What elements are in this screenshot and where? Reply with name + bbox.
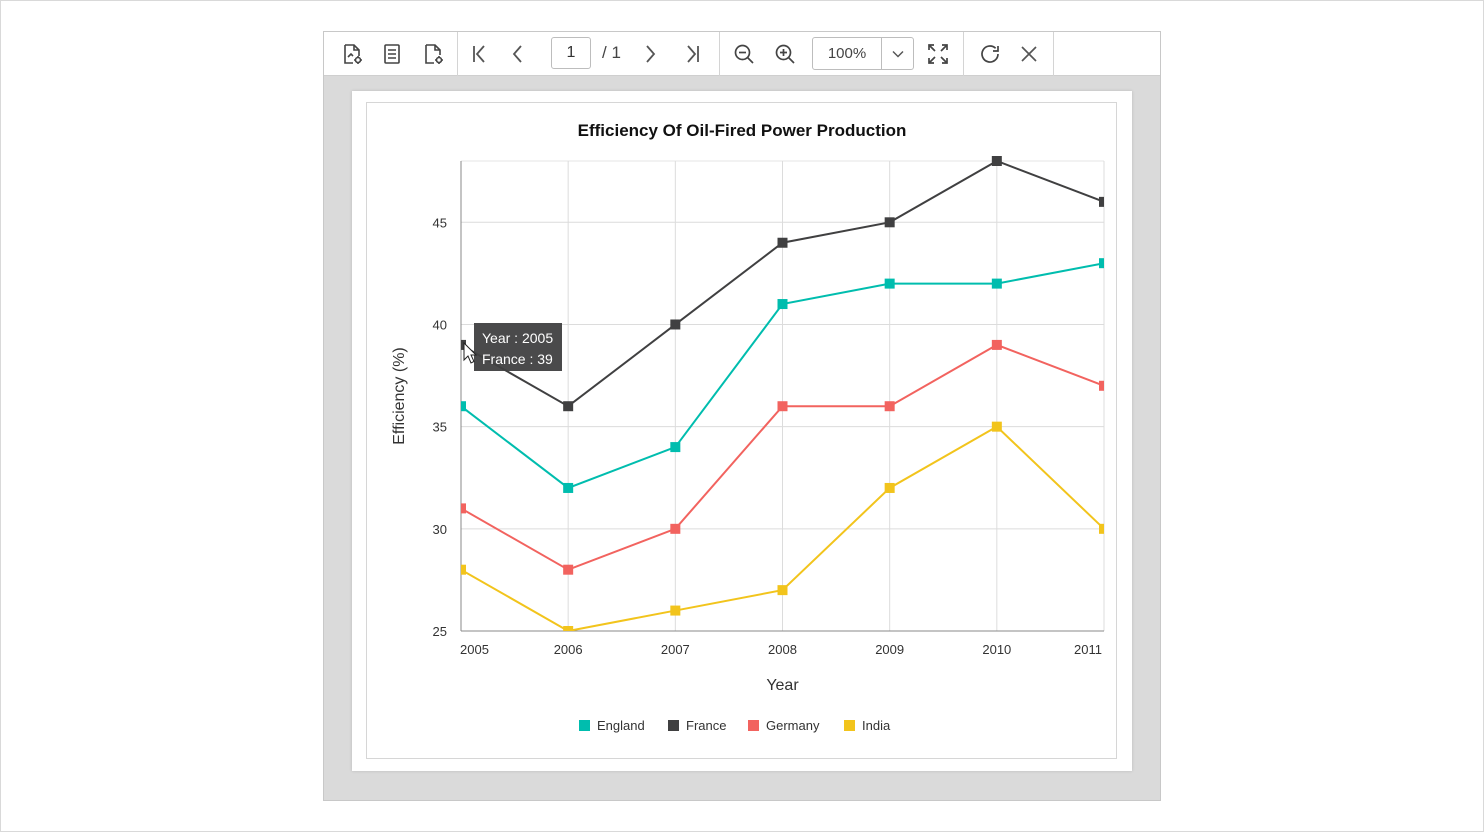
zoom-out-icon[interactable]	[728, 38, 760, 70]
toolbar-separator	[963, 32, 964, 76]
document-map-icon[interactable]	[376, 38, 408, 70]
data-point-england[interactable]	[456, 401, 466, 412]
data-point-germany[interactable]	[670, 523, 681, 534]
legend-marker-england[interactable]	[579, 720, 590, 731]
export-icon[interactable]	[336, 38, 368, 70]
y-axis-label: Efficiency (%)	[391, 347, 408, 445]
data-point-india[interactable]	[884, 482, 895, 493]
report-page: Efficiency Of Oil-Fired Power Production…	[352, 91, 1132, 771]
line-chart: Efficiency Of Oil-Fired Power Production…	[391, 121, 1109, 733]
y-tick-label: 40	[433, 317, 447, 332]
x-tick-label: 2005	[460, 642, 489, 657]
data-point-england[interactable]	[1099, 258, 1109, 269]
chevron-down-icon[interactable]	[882, 38, 914, 69]
legend-label-india: India	[862, 718, 891, 733]
data-point-england[interactable]	[884, 278, 895, 289]
x-tick-label: 2011	[1074, 642, 1102, 657]
data-point-india[interactable]	[563, 626, 574, 636]
data-point-germany[interactable]	[563, 564, 574, 575]
x-tick-label: 2010	[982, 642, 1011, 657]
data-point-england[interactable]	[563, 482, 574, 493]
data-point-india[interactable]	[670, 605, 681, 616]
tooltip-line-year: Year : 2005	[482, 330, 553, 346]
data-point-india[interactable]	[1099, 523, 1109, 534]
data-point-india[interactable]	[991, 421, 1002, 432]
last-page-icon[interactable]	[676, 38, 708, 70]
toolbar-separator	[719, 32, 720, 76]
legend-label-france: France	[686, 718, 726, 733]
fit-page-icon[interactable]	[922, 38, 954, 70]
y-tick-label: 35	[433, 420, 447, 435]
legend-label-england: England	[597, 718, 645, 733]
zoom-value: 100%	[827, 45, 867, 62]
data-point-france[interactable]	[884, 217, 895, 228]
toolbar: / 1 100%	[324, 32, 1160, 76]
page-number-input[interactable]	[551, 37, 591, 69]
y-tick-label: 45	[433, 215, 447, 230]
legend-marker-india[interactable]	[844, 720, 855, 731]
cursor-arrow-icon	[463, 341, 478, 364]
toolbar-separator	[1053, 32, 1054, 76]
x-tick-label: 2007	[661, 642, 690, 657]
data-point-england[interactable]	[777, 299, 788, 310]
data-point-france[interactable]	[1099, 196, 1109, 207]
data-point-india[interactable]	[777, 585, 788, 596]
toolbar-separator	[457, 32, 458, 76]
data-point-england[interactable]	[670, 442, 681, 453]
x-tick-label: 2006	[554, 642, 583, 657]
report-viewer: / 1 100%	[323, 31, 1161, 801]
page-setup-icon[interactable]	[417, 38, 449, 70]
refresh-icon[interactable]	[974, 38, 1006, 70]
zoom-select[interactable]: 100%	[812, 37, 914, 70]
data-point-germany[interactable]	[1099, 380, 1109, 391]
data-point-england[interactable]	[991, 278, 1002, 289]
previous-page-icon[interactable]	[502, 38, 534, 70]
y-tick-label: 30	[433, 522, 447, 537]
data-point-germany[interactable]	[456, 503, 466, 514]
chart-frame: Efficiency Of Oil-Fired Power Production…	[366, 102, 1117, 759]
data-point-germany[interactable]	[884, 401, 895, 412]
page-total-label: / 1	[602, 43, 621, 62]
legend-label-germany: Germany	[766, 718, 820, 733]
zoom-in-icon[interactable]	[769, 38, 801, 70]
legend-marker-france[interactable]	[668, 720, 679, 731]
zoom-divider	[881, 38, 882, 69]
data-point-france[interactable]	[563, 401, 574, 412]
data-point-france[interactable]	[777, 237, 788, 248]
next-page-icon[interactable]	[634, 38, 666, 70]
y-tick-label: 25	[433, 624, 447, 639]
close-icon[interactable]	[1013, 38, 1045, 70]
data-point-france[interactable]	[670, 319, 681, 330]
legend-marker-germany[interactable]	[748, 720, 759, 731]
chart-title: Efficiency Of Oil-Fired Power Production	[578, 121, 907, 140]
data-point-germany[interactable]	[991, 339, 1002, 350]
tooltip-box	[474, 323, 562, 371]
x-tick-label: 2009	[875, 642, 904, 657]
data-point-india[interactable]	[456, 564, 466, 575]
data-point-france[interactable]	[991, 156, 1002, 166]
x-tick-label: 2008	[768, 642, 797, 657]
first-page-icon[interactable]	[464, 38, 496, 70]
x-axis-label: Year	[766, 677, 799, 694]
data-point-germany[interactable]	[777, 401, 788, 412]
tooltip-line-value: France : 39	[482, 351, 553, 367]
